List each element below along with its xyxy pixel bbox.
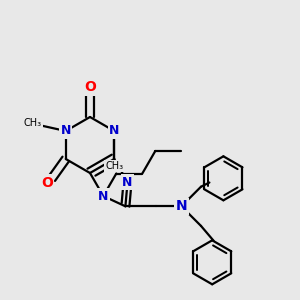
Text: CH₃: CH₃ (105, 161, 123, 171)
Text: O: O (41, 176, 53, 190)
Text: N: N (98, 190, 109, 202)
Text: CH₃: CH₃ (23, 118, 42, 128)
Text: N: N (109, 124, 119, 137)
Text: O: O (84, 80, 96, 94)
Text: N: N (176, 199, 187, 213)
Text: N: N (61, 124, 71, 137)
Text: N: N (122, 176, 133, 188)
